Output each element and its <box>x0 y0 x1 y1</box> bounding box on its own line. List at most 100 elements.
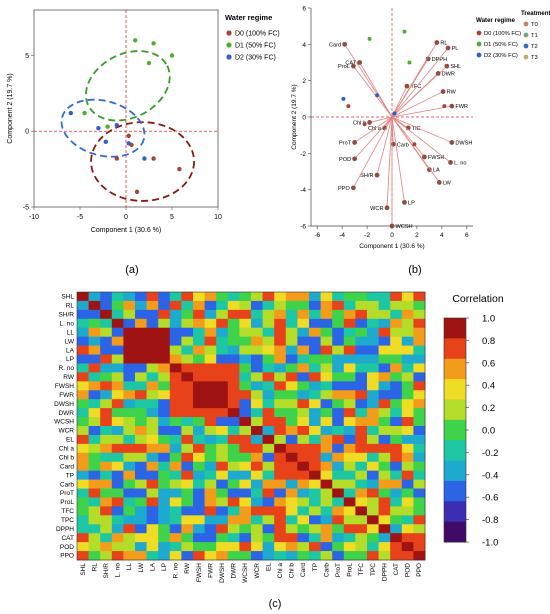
heatmap-cell <box>111 390 124 400</box>
heatmap-cell <box>285 372 298 382</box>
column-label: TP <box>312 563 319 571</box>
heatmap-cell <box>135 434 147 445</box>
heatmap-cell <box>100 434 113 445</box>
heatmap-cell <box>204 354 217 364</box>
heatmap-cell <box>413 515 426 525</box>
heatmap-cell <box>320 292 333 302</box>
treatment-legend-title: Treatment <box>521 10 550 17</box>
heatmap-cell <box>355 551 368 561</box>
loading-label: LA <box>433 168 440 174</box>
heatmap-cell <box>401 363 414 373</box>
heatmap-cell <box>239 479 252 489</box>
heatmap-cell <box>216 300 229 311</box>
loading-point <box>440 89 446 94</box>
heatmap-cell <box>216 354 229 364</box>
column-label: ProL <box>347 563 354 577</box>
colorbar-segment <box>444 440 466 462</box>
heatmap-cell <box>77 318 89 329</box>
heatmap-cell <box>401 417 414 427</box>
heatmap-cell <box>274 327 287 338</box>
heatmap-cell <box>343 336 356 346</box>
heatmap-cell <box>123 327 136 338</box>
loading-label: Card <box>329 42 341 48</box>
heatmap-cell <box>285 399 298 409</box>
loading-label: SHL <box>450 64 461 70</box>
row-label: RW <box>63 374 75 381</box>
heatmap-cell <box>181 372 194 382</box>
heatmap-cell <box>390 372 403 382</box>
heatmap-cell <box>332 318 345 329</box>
heatmap-cell <box>123 542 136 552</box>
heatmap-cell <box>297 488 310 498</box>
heatmap-cell <box>413 318 426 329</box>
heatmap-cell <box>285 390 298 400</box>
heatmap-cell <box>413 461 426 472</box>
heatmap-cell <box>309 372 321 382</box>
heatmap-cell <box>135 426 147 436</box>
heatmap-cell <box>332 551 345 561</box>
heatmap-cell <box>309 336 321 346</box>
heatmap-cell <box>332 336 345 346</box>
loading-vector <box>359 62 393 118</box>
heatmap-cell <box>309 434 321 445</box>
heatmap-cell <box>285 309 298 320</box>
heatmap-cell <box>158 292 171 302</box>
heatmap-cell <box>320 497 333 507</box>
loading-point <box>404 83 410 89</box>
heatmap-cell <box>169 533 182 543</box>
x-axis-title: Component 1 (30.6 %) <box>359 243 424 250</box>
heatmap-cell <box>309 390 321 400</box>
heatmap-cell <box>401 461 414 472</box>
heatmap-cell <box>390 479 403 489</box>
heatmap-cell <box>227 300 240 311</box>
heatmap-cell <box>181 551 194 561</box>
heatmap-cell <box>77 426 89 436</box>
heatmap-cell <box>343 443 356 454</box>
heatmap-cell <box>123 345 136 355</box>
column-label: POD <box>405 563 412 577</box>
heatmap-cell <box>262 470 275 480</box>
heatmap-cell <box>77 443 89 454</box>
heatmap-cell <box>77 506 89 516</box>
column-label: WCSH <box>242 563 249 583</box>
heatmap-cell <box>146 292 159 302</box>
heatmap-cell <box>204 372 217 382</box>
heatmap-cell <box>88 497 101 507</box>
loading-vector <box>391 47 449 118</box>
heatmap-cell <box>111 524 124 534</box>
heatmap-cell <box>169 399 182 409</box>
heatmap-cell <box>227 372 240 382</box>
data-point <box>105 124 110 129</box>
heatmap-cell <box>320 461 333 472</box>
heatmap-cell <box>204 381 217 391</box>
colorbar-tick-label: 1.0 <box>482 314 495 325</box>
heatmap-cell <box>77 551 89 561</box>
heatmap-cell <box>158 470 171 480</box>
heatmap-cell <box>355 354 368 364</box>
heatmap-cell <box>135 488 147 498</box>
heatmap-cell <box>77 300 89 311</box>
heatmap-cell <box>251 452 263 463</box>
heatmap-cell <box>239 488 252 498</box>
heatmap-cell <box>401 524 414 534</box>
heatmap-cell <box>413 426 426 436</box>
heatmap-cell <box>88 345 101 355</box>
heatmap-cell <box>285 452 298 463</box>
heatmap-cell <box>378 399 391 409</box>
heatmap-cell <box>193 345 205 355</box>
heatmap-cell <box>146 309 159 320</box>
confidence-ellipse <box>85 50 171 122</box>
heatmap-cell <box>251 399 263 409</box>
heatmap-cell <box>320 443 333 454</box>
heatmap-cell <box>297 354 310 364</box>
treatment-label: T1 <box>531 33 538 39</box>
heatmap-cell <box>262 381 275 391</box>
x-tick-label: -4 <box>339 232 345 239</box>
heatmap-cell <box>158 551 171 561</box>
heatmap-cell <box>100 381 113 391</box>
heatmap-cell <box>158 336 171 346</box>
heatmap-cell <box>204 497 217 507</box>
heatmap-cell <box>355 533 368 543</box>
heatmap-cell <box>169 524 182 534</box>
heatmap-cell <box>332 354 345 364</box>
